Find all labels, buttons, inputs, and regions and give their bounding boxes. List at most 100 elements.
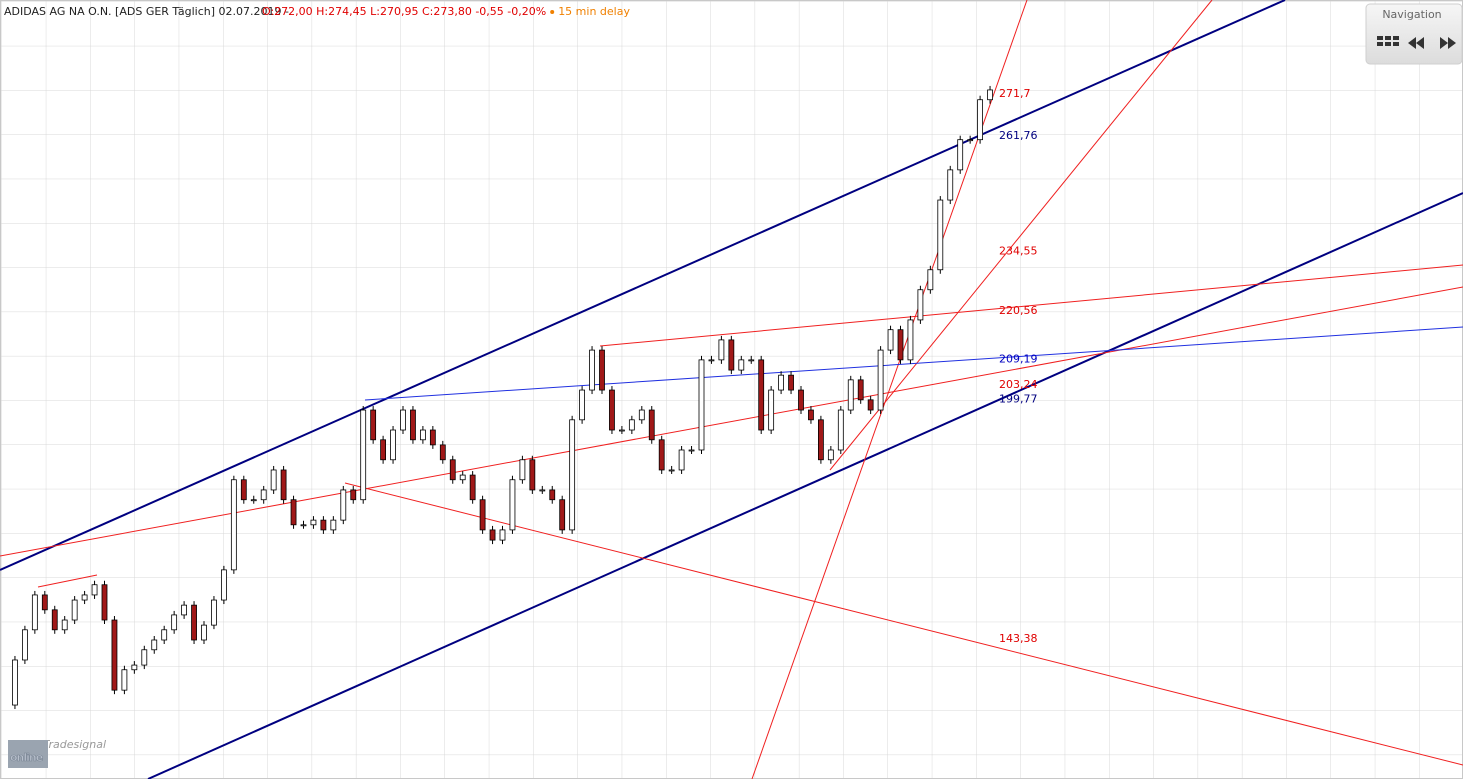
candle: [897, 329, 904, 361]
candle: [320, 519, 327, 531]
candle: [668, 469, 675, 472]
navigation-title: Navigation: [1382, 8, 1441, 21]
candle: [489, 529, 496, 541]
candle: [619, 429, 625, 432]
logo: Tradesignal online: [8, 738, 106, 768]
candle: [191, 604, 197, 641]
candle: [569, 419, 576, 531]
trendline: [599, 264, 1463, 347]
candle: [559, 499, 566, 531]
level-label: 271,7: [999, 87, 1031, 100]
candle: [141, 649, 148, 666]
candle: [220, 569, 227, 601]
candle: [290, 499, 297, 526]
header-quote: O:272,00 H:274,45 L:270,95 C:273,80 -0,5…: [262, 5, 546, 18]
candle: [300, 524, 307, 527]
candle: [977, 99, 983, 141]
candle: [449, 459, 456, 481]
candle: [201, 624, 207, 641]
level-label: 203,24: [999, 378, 1038, 391]
candle: [728, 339, 735, 371]
candle: [907, 319, 914, 361]
forward-icon[interactable]: [1440, 37, 1456, 49]
candle: [310, 519, 317, 526]
logo-name: online: [10, 751, 43, 764]
header-delay: 15 min delay: [558, 5, 630, 18]
candle: [967, 139, 974, 142]
candle: [459, 474, 466, 481]
candle: [718, 339, 725, 361]
trendline: [344, 482, 1463, 766]
candle: [439, 444, 446, 461]
candle: [51, 609, 58, 631]
trendline: [37, 574, 98, 588]
candle: [270, 469, 277, 491]
candle: [211, 599, 217, 626]
candle: [330, 519, 337, 531]
candle: [340, 489, 347, 521]
candle: [947, 169, 954, 201]
logo-brand: Tradesignal: [43, 738, 106, 751]
level-label: 199,77: [999, 393, 1038, 406]
candle: [91, 584, 98, 596]
candle: [857, 379, 864, 401]
candle: [877, 349, 884, 411]
candle: [658, 439, 665, 471]
level-label: 143,38: [999, 632, 1038, 645]
candle: [240, 479, 247, 501]
candle: [519, 459, 526, 481]
candle: [609, 389, 615, 431]
grid-icon[interactable]: [1377, 36, 1399, 46]
candle: [579, 389, 585, 421]
candle: [280, 469, 287, 501]
delay-dot: [550, 10, 555, 14]
candle: [778, 374, 784, 391]
candle: [419, 429, 426, 441]
candle: [798, 389, 804, 411]
candle: [31, 594, 38, 631]
candle: [589, 349, 595, 391]
navigation-box: [1365, 3, 1463, 65]
channel-lower: [147, 192, 1463, 779]
back-icon[interactable]: [1408, 37, 1424, 49]
candle: [350, 489, 357, 501]
candle: [400, 409, 406, 431]
candle: [957, 139, 964, 171]
candle: [181, 604, 188, 616]
candle: [21, 629, 28, 661]
candle: [410, 409, 416, 441]
header-instrument: ADIDAS AG NA O.N. [ADS GER Täglich] 02.0…: [4, 5, 289, 18]
candle: [171, 614, 178, 631]
candle: [529, 459, 536, 491]
candle: [738, 359, 745, 371]
level-label: 261,76: [999, 129, 1038, 142]
candle: [927, 269, 934, 291]
candle: [479, 499, 486, 531]
candle: [41, 594, 48, 611]
candle: [917, 289, 924, 321]
candle: [808, 409, 814, 421]
candle: [499, 529, 506, 541]
candle: [131, 664, 138, 671]
candle: [549, 489, 556, 501]
candle: [539, 489, 546, 492]
level-label: 234,55: [999, 245, 1038, 258]
candles: [12, 85, 993, 710]
level-label: 220,56: [999, 304, 1038, 317]
navigation-panel: Navigation: [1365, 3, 1463, 65]
candle: [698, 359, 705, 451]
candle: [887, 329, 894, 351]
candle: [250, 499, 257, 502]
candle: [380, 439, 387, 461]
candle: [837, 409, 844, 451]
trendline: [0, 286, 1463, 557]
candle: [151, 639, 158, 651]
candle: [390, 429, 396, 461]
candle: [937, 199, 944, 271]
candle: [121, 669, 128, 691]
candle: [987, 89, 993, 101]
